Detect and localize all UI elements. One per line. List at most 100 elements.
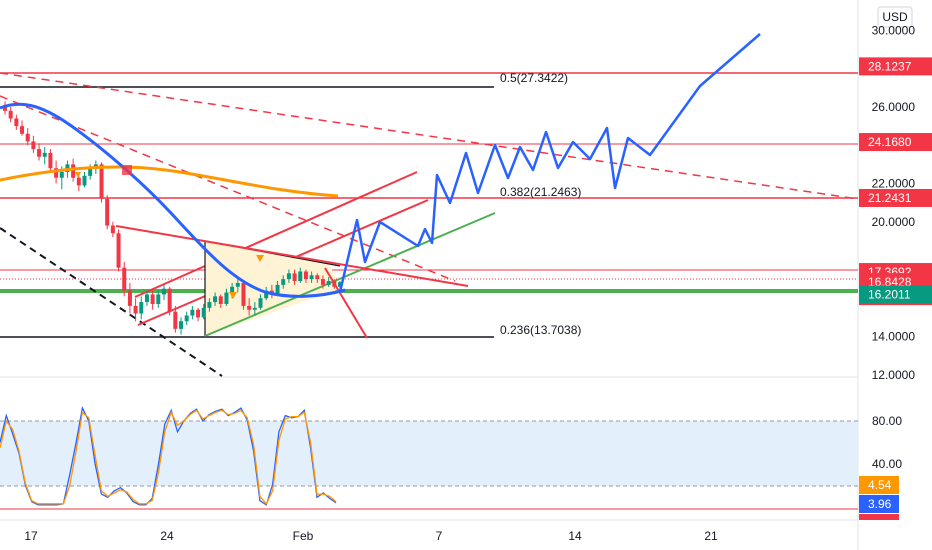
- time-tick-label: Feb: [293, 529, 314, 543]
- candle-body: [156, 294, 161, 304]
- candle-body: [54, 168, 59, 178]
- candle-body: [37, 149, 42, 157]
- candle-body: [144, 294, 149, 303]
- candle-body: [122, 267, 127, 291]
- price-axis[interactable]: USD 12.0000 14.0000 20.0000 22.0000 26.0000 3…: [872, 0, 916, 382]
- candle-body: [31, 141, 36, 150]
- time-tick-label: 14: [568, 529, 582, 543]
- candle-body: [167, 288, 172, 312]
- candle-body: [275, 284, 280, 295]
- candle-body: [241, 282, 246, 306]
- red-descending-line[interactable]: [115, 225, 469, 287]
- candle-body: [332, 281, 337, 287]
- candle-body: [3, 107, 7, 111]
- candle-body: [292, 273, 297, 282]
- candle-body: [218, 296, 223, 304]
- projection-line[interactable]: [338, 33, 761, 293]
- candle-body: [179, 321, 184, 329]
- stoch-k-line: [0, 406, 337, 506]
- black-dashed-trendline[interactable]: [0, 227, 223, 377]
- marker-down-1: [75, 172, 81, 178]
- candle-body: [88, 168, 93, 176]
- price-tick-label: 20.0000: [872, 215, 916, 229]
- stoch-tick-label: 40.00: [872, 457, 902, 471]
- price-tick-label: 30.0000: [872, 24, 916, 38]
- candle-body: [71, 164, 76, 178]
- candle-body: [281, 279, 286, 285]
- stoch-axis: 80.00 40.00: [872, 414, 902, 471]
- candle-body: [8, 110, 13, 119]
- triangle-fill: [205, 241, 340, 336]
- red-dashed-trendline-short[interactable]: [0, 95, 456, 282]
- candle-body: [252, 307, 257, 310]
- price-tick-label: 12.0000: [872, 368, 916, 382]
- red-dashed-trendline-long[interactable]: [0, 72, 859, 200]
- stoch-tag: [859, 476, 899, 494]
- candle-body: [184, 315, 189, 322]
- candle-body: [116, 233, 121, 268]
- price-tag-label: 21.2431: [868, 191, 912, 205]
- red-breakdown-line[interactable]: [324, 267, 368, 339]
- candle-body: [105, 198, 110, 226]
- candle-body: [298, 271, 303, 282]
- price-tag-label: 28.1237: [868, 59, 912, 73]
- currency-label: USD: [882, 10, 908, 24]
- price-tag: [859, 57, 932, 76]
- time-axis[interactable]: 17 24 Feb 7 14 21: [24, 529, 718, 543]
- candlestick-series: [3, 101, 342, 335]
- candle-body: [48, 152, 53, 169]
- stoch-tag: [859, 495, 899, 513]
- price-tag: [859, 133, 932, 152]
- cross-marker: [122, 165, 132, 175]
- candle-body: [213, 296, 218, 303]
- candle-body: [76, 177, 81, 186]
- fib-label-0-236: 0.236(13.7038): [500, 323, 581, 337]
- stochastic-pane: [0, 406, 337, 506]
- candle-body: [133, 305, 138, 314]
- time-tick-label: 7: [436, 529, 443, 543]
- price-tag: [859, 188, 932, 207]
- candle-body: [201, 307, 206, 318]
- candle-body: [110, 225, 115, 234]
- candle-body: [42, 152, 47, 157]
- marker-down-2: [229, 292, 237, 299]
- time-tick-label: 24: [160, 529, 174, 543]
- candle-body: [224, 292, 229, 304]
- moving-average-orange: [0, 165, 339, 198]
- candle-body: [303, 271, 308, 280]
- price-tags: 28.123724.168021.243117.369216.842801:50…: [859, 57, 932, 306]
- candle-body: [190, 309, 195, 316]
- stoch-tag-label: 3.96: [868, 497, 892, 511]
- candle-body: [196, 309, 201, 318]
- candle-body: [247, 305, 252, 310]
- price-tag: [859, 285, 932, 304]
- candle-body: [161, 288, 166, 295]
- candle-body: [25, 133, 30, 142]
- moving-average-blue: [0, 102, 346, 298]
- channel-upper-line[interactable]: [134, 171, 418, 298]
- candle-body: [320, 279, 325, 285]
- candle-body: [207, 302, 212, 308]
- candle-body: [309, 275, 314, 280]
- time-tick-label: 17: [24, 529, 38, 543]
- candle-body: [139, 302, 144, 314]
- candle-body: [82, 175, 87, 186]
- candle-body: [338, 282, 342, 287]
- candle-body: [264, 290, 269, 299]
- fib-label-0-382: 0.382(21.2463): [500, 185, 581, 199]
- stoch-band: [0, 421, 858, 486]
- currency-badge[interactable]: [877, 6, 913, 28]
- price-tick-label: 22.0000: [872, 177, 916, 191]
- candle-body: [150, 294, 155, 304]
- stoch-tick-label: 80.00: [872, 414, 902, 428]
- green-support-line[interactable]: [204, 212, 496, 337]
- candle-body: [127, 290, 132, 306]
- candle-body: [14, 118, 19, 127]
- price-tag-label: 24.1680: [868, 135, 912, 149]
- price-tick-label: 26.0000: [872, 100, 916, 114]
- fib-label-0-5: 0.5(27.3422): [500, 71, 568, 85]
- stoch-d-line: [0, 409, 337, 505]
- candle-body: [59, 172, 64, 178]
- candle-body: [315, 275, 320, 280]
